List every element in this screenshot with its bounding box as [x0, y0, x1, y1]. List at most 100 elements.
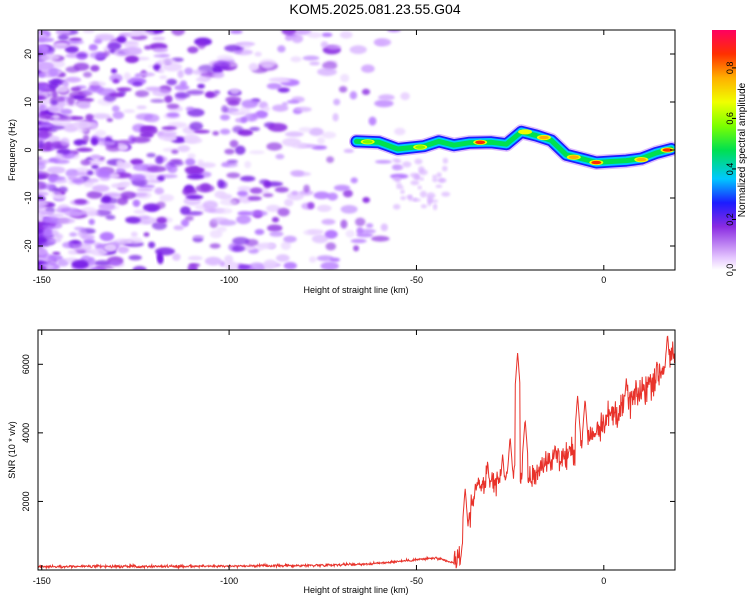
- noise-blob: [291, 34, 304, 44]
- noise-blob: [412, 198, 421, 202]
- noise-blob: [307, 31, 322, 39]
- noise-blob: [350, 238, 367, 244]
- noise-blob: [326, 156, 334, 164]
- noise-blob: [294, 30, 312, 35]
- noise-blob: [94, 129, 107, 137]
- noise-blob: [38, 221, 42, 229]
- noise-blob: [325, 242, 337, 251]
- noise-blob: [136, 188, 154, 192]
- noise-blob: [91, 164, 99, 169]
- noise-blob: [237, 211, 252, 216]
- noise-blob: [143, 203, 161, 212]
- ridge-peak: [475, 140, 486, 145]
- noise-blob: [56, 30, 72, 35]
- noise-blob: [387, 30, 401, 33]
- noise-blob: [47, 176, 66, 181]
- colorbar-tick-label: 0.2: [725, 213, 735, 226]
- noise-blob: [214, 190, 227, 199]
- noise-blob: [318, 205, 331, 212]
- colorbar-ticks: 0.0 0.2 0.4 0.6 0.8: [725, 62, 736, 276]
- noise-blob: [226, 159, 238, 164]
- noise-blob: [311, 234, 329, 244]
- noise-blob: [202, 200, 218, 210]
- noise-blob: [136, 72, 156, 77]
- noise-blob: [361, 64, 375, 73]
- noise-blob: [154, 187, 165, 195]
- x-tick-label: -150: [33, 576, 51, 586]
- noise-blob: [281, 30, 297, 36]
- noise-blob: [109, 73, 123, 83]
- noise-blob: [166, 103, 180, 109]
- noise-blob: [117, 143, 129, 152]
- noise-blob: [125, 216, 141, 224]
- noise-blob: [146, 165, 167, 173]
- noise-blob: [65, 76, 82, 83]
- noise-blob: [116, 197, 128, 206]
- noise-blob: [53, 194, 67, 200]
- noise-blob: [38, 181, 47, 191]
- noise-blob: [356, 232, 374, 238]
- noise-blob: [284, 131, 304, 137]
- noise-blob: [162, 62, 183, 72]
- noise-blob: [333, 184, 351, 192]
- noise-blob: [55, 233, 64, 240]
- noise-blob: [42, 228, 53, 237]
- noise-blob: [171, 30, 185, 36]
- noise-blob: [86, 191, 103, 199]
- noise-blob: [38, 228, 44, 235]
- noise-blob: [86, 122, 98, 131]
- noise-blob: [309, 256, 317, 263]
- noise-blob: [39, 111, 47, 119]
- noise-blob: [186, 89, 205, 95]
- noise-blob: [48, 254, 63, 261]
- noise-blob: [285, 35, 293, 41]
- noise-blob: [45, 141, 52, 151]
- spectrogram-y-label: Frequency (Hz): [7, 119, 17, 181]
- noise-blob: [90, 113, 111, 120]
- noise-blob: [158, 67, 165, 74]
- noise-blob: [123, 72, 131, 81]
- noise-blob: [39, 211, 54, 216]
- x-tick-label: -50: [410, 576, 423, 586]
- noise-blob: [166, 78, 177, 86]
- noise-blob: [240, 175, 256, 182]
- noise-blob: [153, 54, 170, 58]
- noise-blob: [396, 185, 404, 190]
- noise-blob: [117, 246, 130, 254]
- ridge-peak: [362, 140, 373, 144]
- noise-blob: [197, 40, 206, 50]
- noise-blob: [309, 61, 320, 66]
- noise-blob: [158, 58, 176, 65]
- noise-blob: [209, 229, 223, 239]
- noise-blob: [143, 179, 162, 184]
- noise-blob: [97, 140, 116, 146]
- ridge-peak: [538, 135, 549, 140]
- noise-blob: [159, 75, 168, 80]
- noise-blob: [326, 44, 342, 50]
- noise-blob: [371, 235, 390, 242]
- noise-blob: [216, 54, 234, 62]
- noise-blob: [110, 68, 118, 74]
- colorbar-tick-label: 0.6: [725, 112, 735, 125]
- noise-blob: [172, 253, 181, 261]
- noise-blob: [135, 30, 155, 36]
- spectrogram-x-ticks: -150 -100 -50 0: [33, 30, 606, 285]
- noise-blob: [38, 72, 46, 79]
- noise-blob: [130, 231, 138, 237]
- noise-blob: [239, 42, 252, 50]
- noise-blob: [271, 216, 280, 223]
- noise-blob: [195, 184, 215, 193]
- noise-blob: [90, 154, 102, 160]
- ridge-peak: [520, 130, 531, 134]
- noise-blob: [291, 142, 307, 149]
- noise-blob: [248, 262, 266, 270]
- noise-blob: [374, 99, 394, 108]
- noise-blob: [87, 85, 105, 93]
- noise-blob: [96, 208, 112, 217]
- noise-blob: [419, 177, 424, 181]
- noise-blob: [187, 211, 204, 215]
- noise-blob: [130, 136, 151, 144]
- noise-blob: [224, 148, 235, 155]
- noise-blob: [293, 171, 311, 177]
- noise-blob: [316, 255, 334, 262]
